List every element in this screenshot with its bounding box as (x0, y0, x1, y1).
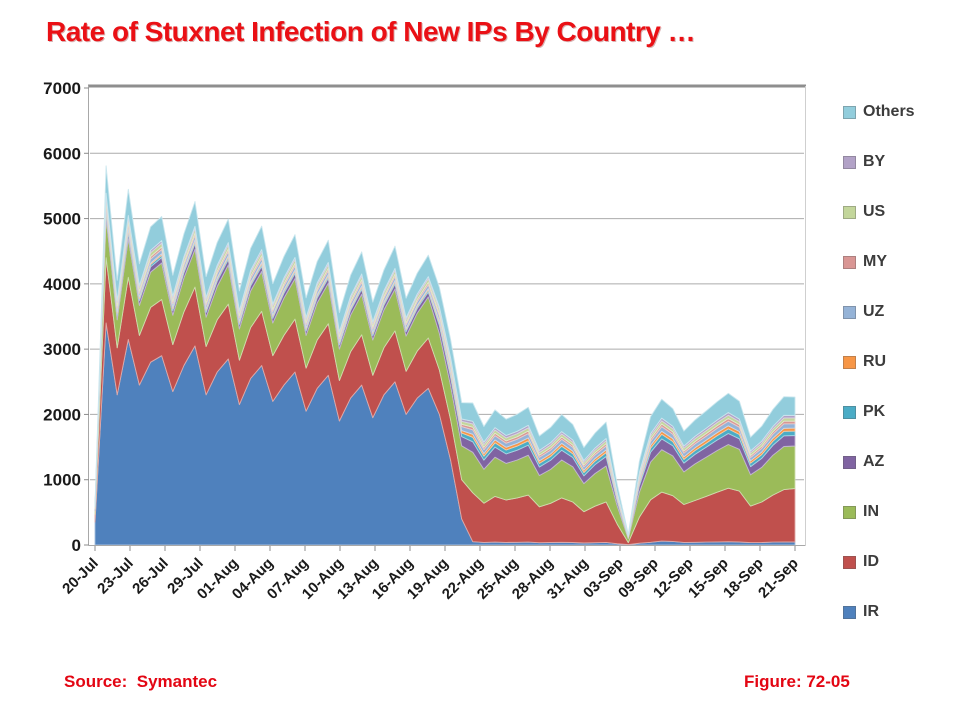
legend-label-IN: IN (863, 503, 879, 520)
legend-swatch-PK (843, 405, 856, 419)
legend-label-BY: BY (863, 153, 886, 170)
y-tick-label: 1000 (43, 471, 81, 490)
plot-border (88, 84, 806, 546)
legend-item-UZ: UZ (843, 304, 915, 320)
legend-label-IR: IR (863, 603, 879, 620)
y-tick-label: 5000 (43, 210, 81, 229)
legend-swatch-Others (843, 105, 856, 119)
area-Others (94, 165, 796, 537)
x-tick-label: 20-Jul (59, 555, 102, 598)
legend-swatch-IN (843, 505, 856, 519)
y-tick-label: 7000 (43, 79, 81, 98)
area-series (94, 165, 796, 546)
source-text: Source: Symantec (64, 672, 218, 691)
legend-item-IN: IN (843, 504, 915, 520)
legend-swatch-UZ (843, 305, 856, 319)
legend-swatch-BY (843, 155, 856, 169)
legend-label-Others: Others (863, 103, 915, 120)
legend-label-MY: MY (863, 253, 887, 270)
legend-item-US: US (843, 204, 915, 220)
y-tick-label: 2000 (43, 405, 81, 424)
x-tick-label: 21-Sep (755, 555, 802, 602)
legend-swatch-IR (843, 605, 856, 619)
legend-item-ID: ID (843, 554, 915, 570)
legend-item-MY: MY (843, 254, 915, 270)
x-tick-label: 23-Jul (94, 555, 137, 598)
legend-swatch-ID (843, 555, 856, 569)
legend-item-PK: PK (843, 404, 915, 420)
x-tick-label: 26-Jul (129, 555, 172, 598)
legend-label-UZ: UZ (863, 303, 885, 320)
legend-label-ID: ID (863, 553, 879, 570)
y-tick-label: 0 (72, 536, 81, 555)
legend-item-IR: IR (843, 604, 915, 620)
legend-item-AZ: AZ (843, 454, 915, 470)
y-tick-label: 4000 (43, 275, 81, 294)
legend-swatch-AZ (843, 455, 856, 469)
legend-label-PK: PK (863, 403, 886, 420)
y-tick-label: 3000 (43, 340, 81, 359)
legend-label-US: US (863, 203, 886, 220)
legend-item-RU: RU (843, 354, 915, 370)
legend-label-RU: RU (863, 353, 887, 370)
page-title: Rate of Stuxnet Infection of New IPs By … (46, 16, 696, 47)
y-tick-label: 6000 (43, 144, 81, 163)
legend-label-AZ: AZ (863, 453, 885, 470)
legend-item-BY: BY (843, 154, 915, 170)
chart-legend: Others BY US MY UZ RU PK AZ IN ID IR (843, 104, 915, 654)
legend-swatch-RU (843, 355, 856, 369)
y-axis: 0 1000 2000 3000 4000 5000 6000 7000 (43, 79, 89, 555)
x-axis: 20-Jul23-Jul26-Jul29-Jul01-Aug04-Aug07-A… (59, 546, 802, 603)
legend-swatch-US (843, 205, 856, 219)
legend-item-Others: Others (843, 104, 915, 120)
figure-number: Figure: 72-05 (744, 672, 850, 691)
legend-swatch-MY (843, 255, 856, 269)
